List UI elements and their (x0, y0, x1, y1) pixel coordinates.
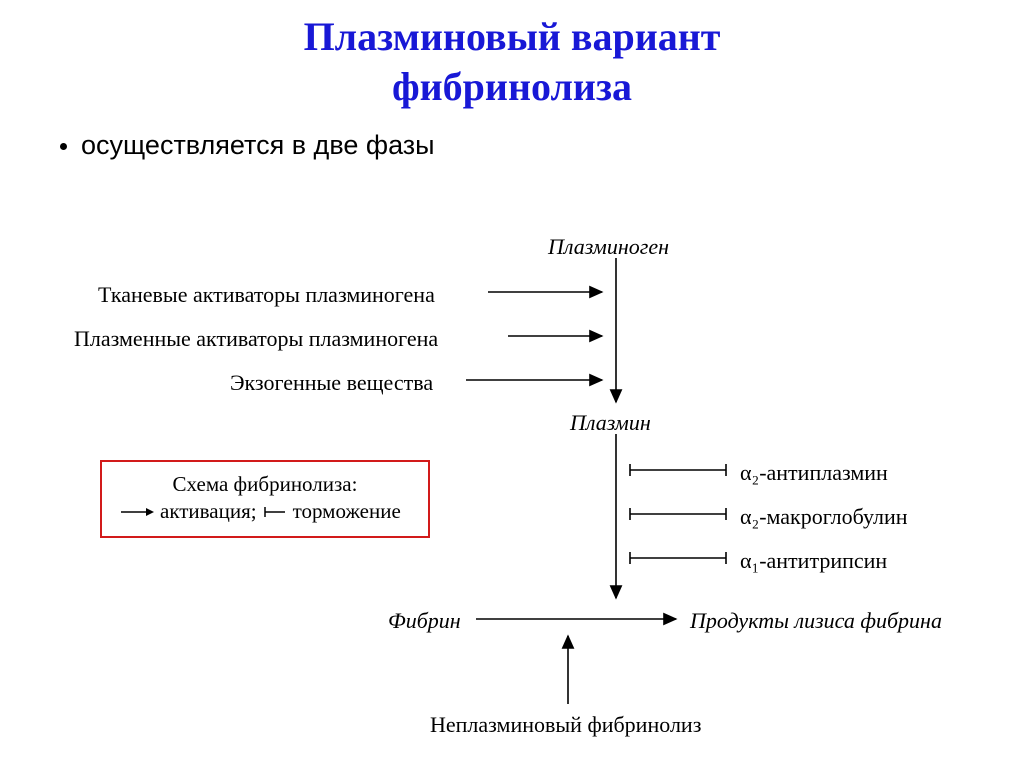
legend-tbar-icon (263, 505, 287, 519)
legend-box: Схема фибринолиза: активация; торможение (100, 460, 430, 538)
node-lysis-products: Продукты лизиса фибрина (690, 608, 942, 634)
node-a2-antiplasmin: α₂-антиплазмин (740, 460, 888, 486)
legend-inhibition: торможение (293, 499, 401, 524)
diagram-arrows (0, 12, 1024, 779)
node-plasma-act: Плазменные активаторы плазминогена (74, 326, 438, 352)
legend-activation: активация; (160, 499, 257, 524)
legend-line2: активация; торможение (120, 499, 410, 524)
node-tissue-act: Тканевые активаторы плазминогена (98, 282, 435, 308)
legend-title: Схема фибринолиза: (120, 472, 410, 497)
node-nonplasmin: Неплазминовый фибринолиз (430, 712, 701, 738)
node-fibrin: Фибрин (388, 608, 461, 634)
fibrinolysis-diagram: Плазминоген Тканевые активаторы плазмино… (0, 12, 1024, 779)
node-a2-macroglobulin: α₂-макроглобулин (740, 504, 908, 530)
legend-arrow-icon (120, 505, 154, 519)
node-plasminogen: Плазминоген (548, 234, 669, 260)
node-exogenous: Экзогенные вещества (230, 370, 433, 396)
node-a1-antitrypsin: α₁-антитрипсин (740, 548, 887, 574)
node-plasmin: Плазмин (570, 410, 651, 436)
